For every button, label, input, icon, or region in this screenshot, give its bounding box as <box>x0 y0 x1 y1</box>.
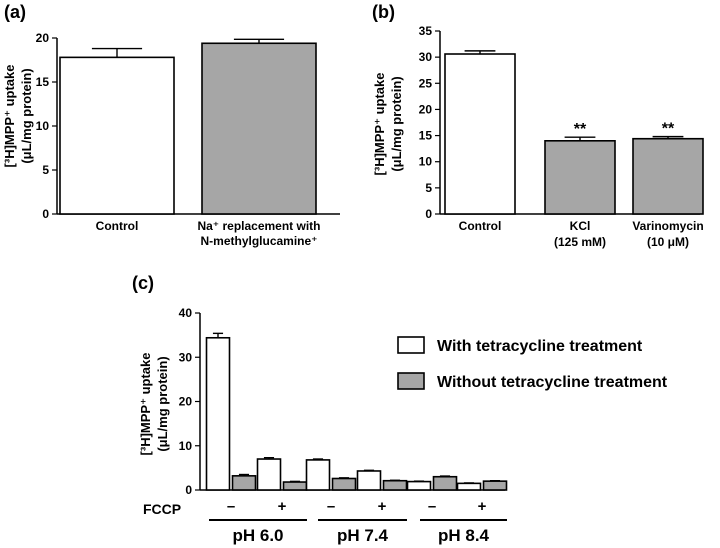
chart-marks: 0 5 10 15 20 Control Na⁺ replacement withN-met… <box>36 24 704 545</box>
panel-c-bar <box>305 459 331 491</box>
panel-c-bar <box>256 458 282 491</box>
panel-c-ylabel-line1: [³H]MPP⁺ uptake <box>138 353 153 456</box>
panel-b-bar <box>632 137 704 215</box>
panel-b-y-tick-label: 25 <box>419 76 433 90</box>
panel-c-y-tick-label: 20 <box>179 395 193 409</box>
panel-a-y-tick-label: 0 <box>42 207 49 221</box>
panel-a-bar <box>59 56 175 215</box>
panel-b-bar <box>544 140 616 215</box>
panel-a-category-label: Control <box>96 219 139 233</box>
panel-b-ylabel-line1: [³H]MPP⁺ uptake <box>372 73 387 176</box>
panel-a-ylabel-line2: (μL/mg protein) <box>19 68 34 163</box>
panel-a-y-tick-label: 5 <box>42 163 49 177</box>
legend-swatch-with-tetracycline <box>397 336 425 354</box>
significance-marker: ** <box>574 121 587 138</box>
fccp-sign-label: – <box>428 498 436 515</box>
fccp-sign-label: – <box>327 498 335 515</box>
panel-b-category-label: KCl <box>570 219 591 233</box>
panel-c-y-tick-label: 30 <box>179 350 193 364</box>
panel-b-category-label: Control <box>459 219 502 233</box>
panel-b-y-tick-label: 30 <box>419 50 433 64</box>
panel-a-label: (a) <box>4 2 26 22</box>
fccp-sign-label: + <box>478 498 487 515</box>
panel-b-y-tick-label: 0 <box>425 207 432 221</box>
ph-group-label: pH 7.4 <box>337 526 389 545</box>
panel-c-bar <box>205 336 231 491</box>
panel-b-ylabel-line2: (μL/mg protein) <box>389 76 404 171</box>
panel-c-y-tick-label: 40 <box>179 306 193 320</box>
panel-c-label: (c) <box>132 273 154 293</box>
panel-b-bar <box>444 53 516 215</box>
legend-swatch-without-tetracycline <box>397 372 425 390</box>
panel-a-category-label: N-methylglucamine⁺ <box>200 234 317 248</box>
panel-c-bar <box>282 481 308 491</box>
legend-label-without-tetracycline: Without tetracycline treatment <box>437 374 668 391</box>
panel-a-y-tick-label: 15 <box>36 75 50 89</box>
legend-label-with-tetracycline: With tetracycline treatment <box>437 338 643 355</box>
panel-a-category-label: Na⁺ replacement with <box>197 219 320 233</box>
panel-c-ylabel-line2: (μL/mg protein) <box>155 356 170 451</box>
panel-b-category-label: Varinomycin <box>632 219 703 233</box>
fccp-sign-label: + <box>378 498 387 515</box>
panel-b-category-label: (10 μM) <box>647 235 689 249</box>
panel-a-ylabel-line1: [³H]MPP⁺ uptake <box>2 65 17 168</box>
fccp-sign-label: + <box>278 498 287 515</box>
panel-c-bar <box>231 475 257 491</box>
fccp-row-label: FCCP <box>143 501 181 517</box>
panel-b-y-tick-label: 20 <box>419 102 433 116</box>
panel-c-bar <box>482 480 508 491</box>
panel-c-bar <box>356 470 382 491</box>
panel-a-y-tick-label: 20 <box>36 31 50 45</box>
panel-a-bar <box>201 42 317 215</box>
panel-c-y-tick-label: 10 <box>179 439 193 453</box>
fccp-sign-label: – <box>227 498 235 515</box>
panel-c-bar <box>331 477 357 491</box>
panel-c-bar <box>432 475 458 491</box>
panel-b-y-tick-label: 10 <box>419 155 433 169</box>
significance-marker: ** <box>662 121 675 138</box>
panel-c-bar <box>406 480 432 491</box>
panel-b-label: (b) <box>372 2 395 22</box>
panel-c-bar <box>382 479 408 491</box>
panel-b-y-tick-label: 5 <box>425 181 432 195</box>
panel-b-y-tick-label: 35 <box>419 24 433 38</box>
panel-c-bar <box>456 482 482 491</box>
panel-c-y-tick-label: 0 <box>185 483 192 497</box>
panel-b-y-tick-label: 15 <box>419 129 433 143</box>
panel-b-category-label: (125 mM) <box>554 235 606 249</box>
ph-group-label: pH 8.4 <box>438 526 490 545</box>
panel-a-y-tick-label: 10 <box>36 119 50 133</box>
ph-group-label: pH 6.0 <box>232 526 283 545</box>
